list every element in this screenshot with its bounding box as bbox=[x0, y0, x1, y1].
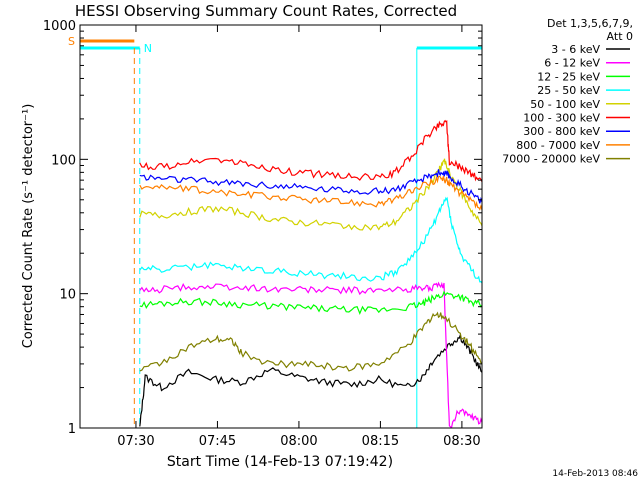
legend-label-1: 6 - 12 keV bbox=[544, 57, 600, 70]
series-line-1 bbox=[139, 281, 483, 429]
legend-title-line-2: Att 0 bbox=[607, 30, 633, 43]
x-tick-label-3: 08:15 bbox=[362, 434, 399, 449]
series-lines bbox=[139, 119, 483, 429]
chart-title: HESSI Observing Summary Count Rates, Cor… bbox=[75, 2, 457, 20]
x-axis: 07:30 07:45 08:00 08:15 08:30 bbox=[117, 25, 481, 449]
x-tick-label-1: 07:45 bbox=[199, 434, 236, 449]
y-tick-label-3: 1000 bbox=[43, 19, 76, 34]
plot-frame bbox=[79, 24, 483, 429]
y-axis: 1 10 100 1000 bbox=[43, 19, 482, 437]
series-line-5 bbox=[139, 119, 483, 183]
series-line-2 bbox=[139, 290, 483, 315]
series-line-8 bbox=[139, 311, 483, 372]
y-axis-label: Corrected Count Rate (s⁻¹ detector⁻¹) bbox=[21, 104, 36, 349]
legend-label-6: 300 - 800 keV bbox=[523, 125, 600, 138]
x-tick-label-0: 07:30 bbox=[117, 434, 154, 449]
series-line-0 bbox=[139, 332, 483, 427]
y-tick-label-0: 1 bbox=[68, 422, 76, 437]
legend-label-4: 50 - 100 keV bbox=[530, 98, 600, 111]
flag-label-0: S bbox=[68, 35, 75, 48]
footer-timestamp: 14-Feb-2013 08:46 bbox=[552, 469, 638, 479]
attenuator-flags: SN bbox=[68, 35, 482, 55]
x-tick-label-2: 08:00 bbox=[280, 434, 317, 449]
legend-label-5: 100 - 300 keV bbox=[523, 112, 600, 125]
legend-label-2: 12 - 25 keV bbox=[537, 70, 600, 83]
legend-title-line-1: Det 1,3,5,6,7,9, bbox=[547, 17, 633, 30]
legend-label-8: 7000 - 20000 keV bbox=[502, 153, 600, 166]
legend-label-7: 800 - 7000 keV bbox=[516, 139, 600, 152]
y-tick-label-1: 10 bbox=[59, 288, 76, 303]
flag-label-1: N bbox=[144, 42, 152, 55]
series-line-7 bbox=[139, 175, 483, 211]
series-line-3 bbox=[139, 196, 483, 284]
x-axis-label: Start Time (14-Feb-13 07:19:42) bbox=[167, 454, 393, 470]
legend-label-3: 25 - 50 keV bbox=[537, 84, 600, 97]
legend-label-0: 3 - 6 keV bbox=[551, 43, 600, 56]
y-tick-label-2: 100 bbox=[51, 153, 76, 168]
x-tick-label-4: 08:30 bbox=[443, 434, 480, 449]
series-line-6 bbox=[139, 169, 483, 204]
series-line-4 bbox=[139, 158, 483, 231]
